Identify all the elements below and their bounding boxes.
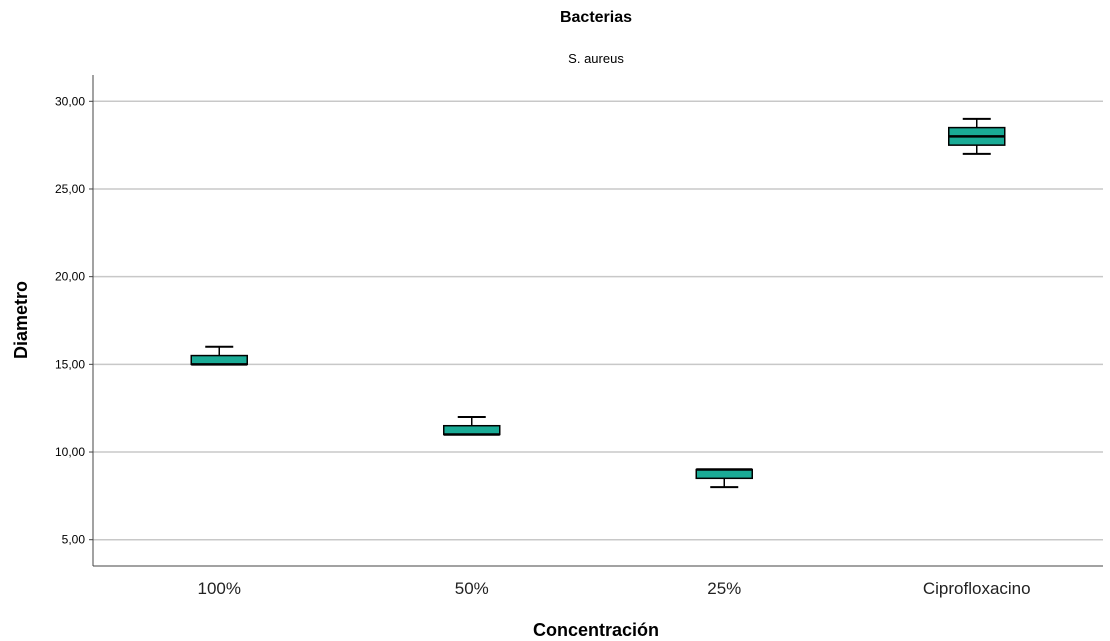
chart-title: Bacterias [560, 9, 632, 26]
x-tick-label: Ciprofloxacino [923, 579, 1031, 598]
y-tick-label: 15,00 [55, 357, 85, 371]
y-axis-label: Diametro [11, 281, 31, 359]
box-body [443, 424, 501, 436]
x-axis-label: Concentración [533, 620, 659, 640]
box-plot [443, 415, 501, 436]
axes [92, 75, 1103, 567]
x-tick-label: 50% [455, 579, 489, 598]
y-tick-label: 25,00 [55, 182, 85, 196]
x-tick-label: 100% [198, 579, 241, 598]
box-plot [948, 117, 1006, 155]
y-tick-label: 20,00 [55, 270, 85, 284]
box-plot [190, 345, 248, 366]
gridlines [89, 100, 1103, 541]
y-tick-label: 10,00 [55, 445, 85, 459]
y-tick-label: 5,00 [62, 533, 86, 547]
boxes [190, 117, 1006, 489]
chart-subtitle: S. aureus [568, 51, 624, 66]
box-plot [695, 468, 753, 489]
box-body [190, 354, 248, 366]
box-body [695, 468, 753, 480]
x-tick-label: 25% [707, 579, 741, 598]
tick-labels: 5,00 10,00 15,00 20,00 25,00 30,00 100% 50% 25% C… [55, 94, 1031, 598]
y-tick-label: 30,00 [55, 94, 85, 108]
